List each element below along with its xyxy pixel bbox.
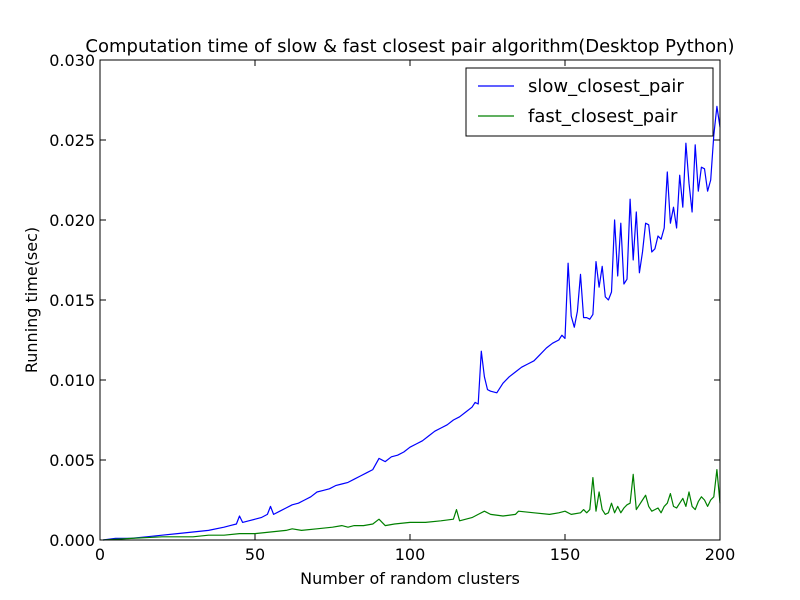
y-axis-ticks: 0.000 0.005 0.010 0.015 0.020 0.025 0.030 <box>49 51 720 550</box>
series-line-slow <box>103 105 721 541</box>
x-tick-label: 0 <box>95 545 105 564</box>
y-tick-label: 0.005 <box>49 451 95 470</box>
legend: slow_closest_pair fast_closest_pair <box>465 67 714 137</box>
y-tick-label: 0.000 <box>49 531 95 550</box>
plot-area <box>100 60 720 540</box>
legend-box <box>465 67 714 137</box>
x-tick-label: 50 <box>245 545 265 564</box>
y-tick-label: 0.030 <box>49 51 95 70</box>
y-tick-label: 0.020 <box>49 211 95 230</box>
legend-label-fast: fast_closest_pair <box>528 106 678 127</box>
x-axis-label: Number of random clusters <box>300 569 520 588</box>
y-tick-label: 0.025 <box>49 131 95 150</box>
plot-frame <box>99 59 721 541</box>
y-axis-label: Running time(sec) <box>22 227 41 373</box>
series-line-fast <box>103 469 721 541</box>
series-layer <box>103 105 721 541</box>
x-tick-label: 200 <box>705 545 736 564</box>
y-tick-label: 0.010 <box>49 371 95 390</box>
x-axis-ticks: 0 50 100 150 200 <box>95 60 735 564</box>
y-tick-label: 0.015 <box>49 291 95 310</box>
x-tick-label: 150 <box>550 545 581 564</box>
x-tick-label: 100 <box>395 545 426 564</box>
chart-title: Computation time of slow & fast closest … <box>85 36 734 57</box>
legend-label-slow: slow_closest_pair <box>528 76 684 97</box>
